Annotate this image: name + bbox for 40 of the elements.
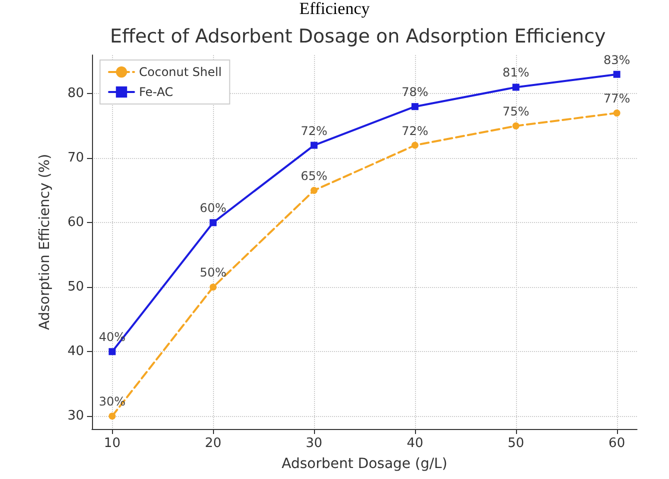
y-tick-label: 60 — [67, 215, 84, 230]
point — [310, 142, 318, 149]
chart-title: Effect of Adsorbent Dosage on Adsorption Efficiency — [110, 26, 606, 48]
text: Efficiency — [299, 0, 370, 18]
data-label: 50% — [200, 266, 226, 280]
point — [512, 122, 520, 130]
y-tick-label: 70 — [67, 150, 84, 166]
legend-label: Coconut Shell — [139, 65, 222, 79]
y-tick-label: 30 — [67, 408, 84, 424]
point — [411, 103, 418, 110]
data-label: 78% — [402, 85, 428, 100]
data-label: 60% — [200, 201, 226, 216]
x-tick-label: 60 — [608, 436, 626, 451]
x-tick-label: 20 — [204, 436, 222, 451]
data-label: 72% — [402, 124, 428, 138]
point — [310, 186, 318, 194]
data-label: 75% — [502, 104, 530, 118]
x-axis-title: Adsorbent Dosage (g/L) — [282, 456, 448, 472]
point — [108, 348, 116, 356]
data-label: 83% — [603, 52, 630, 67]
point — [512, 84, 520, 91]
x-tick-label: 10 — [104, 436, 120, 451]
point — [210, 219, 217, 226]
x-tick-label: 50 — [508, 436, 524, 451]
y-tick-label: 40 — [67, 344, 84, 360]
data-label: 65% — [300, 168, 328, 183]
data-label: 77% — [603, 92, 630, 106]
point — [411, 142, 418, 149]
data-label: 72% — [300, 124, 328, 138]
x-tick-label: 40 — [406, 436, 424, 451]
point — [210, 284, 217, 291]
point — [613, 110, 620, 117]
point — [613, 70, 620, 78]
x-tick-label: 30 — [306, 436, 322, 451]
y-tick-label: 80 — [67, 86, 84, 102]
data-label: 81% — [502, 66, 530, 80]
legend-label: Fe-AC — [139, 85, 174, 99]
y-axis-title: Adsorption Efficiency (%) — [37, 154, 53, 330]
point — [108, 412, 116, 420]
y-tick-label: 50 — [67, 280, 84, 295]
